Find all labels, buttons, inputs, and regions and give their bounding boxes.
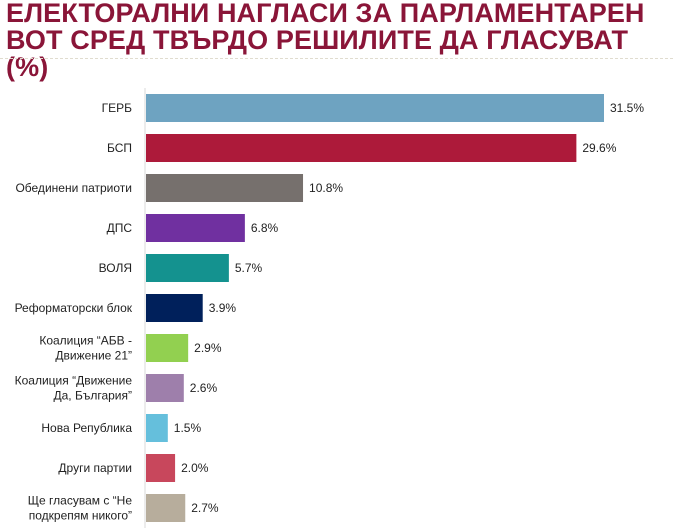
category-label-2: Обединени патриоти [15, 181, 132, 195]
chart-title-line-1: ЕЛЕКТОРАЛНИ НАГЛАСИ ЗА ПАРЛАМЕНТАРЕН [6, 0, 645, 28]
value-label-9: 2.0% [181, 461, 209, 475]
bar-10 [146, 494, 186, 522]
value-label-10: 2.7% [191, 501, 219, 515]
category-label-9: Други партии [58, 461, 132, 475]
category-label-7: Коалиция “Движение Да, България” [15, 374, 133, 403]
bar-3 [146, 214, 245, 242]
category-label-3: ДПС [107, 221, 133, 235]
bar-0 [146, 94, 604, 122]
value-label-8: 1.5% [174, 421, 202, 435]
value-label-1: 29.6% [582, 141, 616, 155]
bar-5 [146, 294, 203, 322]
value-label-4: 5.7% [235, 261, 263, 275]
bar-6 [146, 334, 189, 362]
value-label-7: 2.6% [190, 381, 218, 395]
category-label-5: Реформаторски блок [15, 301, 133, 315]
category-label-1: БСП [107, 141, 132, 155]
category-label-0: ГЕРБ [102, 101, 133, 115]
chart-title-line-2: ВОТ СРЕД ТВЪРДО РЕШИЛИТЕ ДА ГЛАСУВАТ (%) [6, 25, 629, 82]
bar-4 [146, 254, 229, 282]
category-label-10: Ще гласувам с “Не подкрепям никого” [28, 494, 133, 523]
category-label-4: ВОЛЯ [99, 261, 132, 275]
bar-7 [146, 374, 184, 402]
bar-9 [146, 454, 176, 482]
value-label-0: 31.5% [610, 101, 644, 115]
value-label-3: 6.8% [251, 221, 279, 235]
bar-2 [146, 174, 304, 202]
title-divider [0, 58, 673, 59]
bar-1 [146, 134, 577, 162]
bar-8 [146, 414, 168, 442]
value-label-2: 10.8% [309, 181, 343, 195]
value-label-5: 3.9% [209, 301, 237, 315]
chart-title: ЕЛЕКТОРАЛНИ НАГЛАСИ ЗА ПАРЛАМЕНТАРЕН ВОТ… [6, 0, 666, 81]
category-label-6: Коалиция “АБВ -Движение 21” [39, 334, 132, 363]
value-label-6: 2.9% [194, 341, 222, 355]
category-label-8: Нова Република [41, 421, 132, 435]
